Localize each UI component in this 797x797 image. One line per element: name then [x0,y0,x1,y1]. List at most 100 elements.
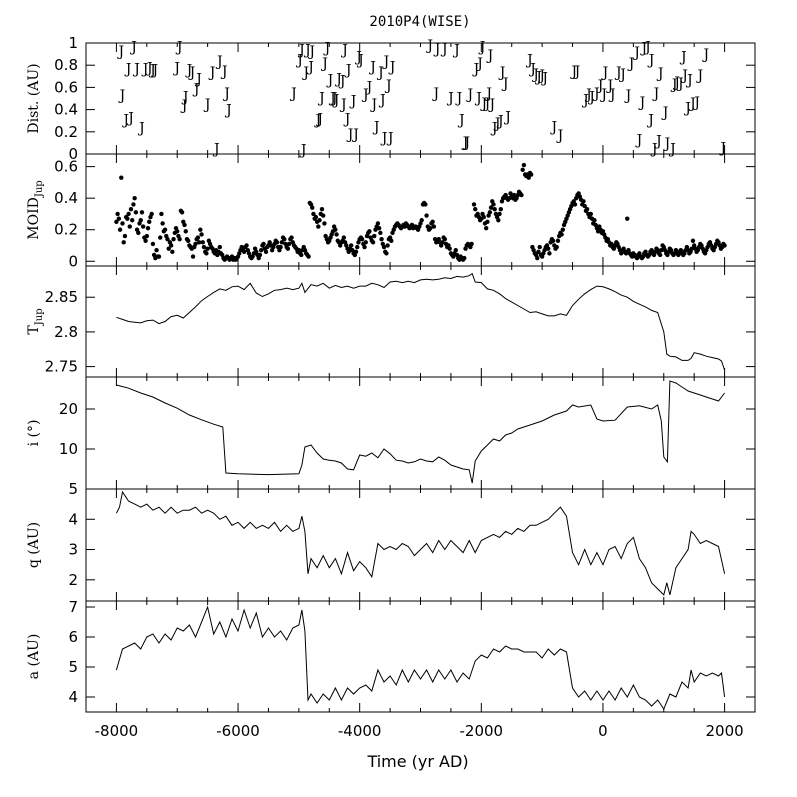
moid-point [299,252,304,258]
moid-point [498,207,503,212]
moid-point [348,243,354,248]
x-axis-label: Time (yr AD) [366,752,468,771]
jupiter-encounter-marker: J [317,90,325,106]
jupiter-encounter-marker: J [343,111,351,127]
y-tick-label: 7 [68,598,78,616]
x-tick-label: -4000 [338,722,382,740]
moid-point [481,214,486,220]
moid-point [165,236,170,242]
moid-point [592,218,597,223]
tisserand-series-line [116,272,726,371]
moid-point [149,211,154,217]
jupiter-encounter-marker: J [643,39,651,55]
moid-point [175,229,180,234]
panel-semimajor: 4 5 6 7 a (AU) -8000 -6000 -4000 -2000 0 2000 [26,598,756,740]
moid-point [257,252,263,258]
jupiter-encounter-marker: J [624,88,632,104]
moid-point [520,167,525,172]
y-tick-label: 10 [59,440,78,458]
jupiter-encounter-marker: J [297,43,305,59]
moid-point [423,202,428,207]
moid-point [334,232,339,237]
jupiter-encounter-marker: J [132,62,140,78]
jupiter-encounter-marker: J [301,65,309,81]
moid-point [440,240,445,245]
moid-point [559,232,564,237]
jupiter-encounter-marker: J [534,69,542,85]
moid-point [659,248,664,253]
moid-point [379,236,384,242]
y-tick-label: 0.2 [54,221,78,239]
moid-point [132,195,137,201]
jupiter-encounter-marker: J [493,116,501,132]
jupiter-encounter-marker: J [584,87,592,103]
moid-point [306,254,311,259]
moid-point [370,240,376,245]
x-tick-label: -6000 [216,722,260,740]
jupiter-encounter-marker: J [537,68,545,84]
moid-point [355,244,360,250]
moid-point [488,205,494,210]
jupiter-encounter-marker: J [289,86,297,102]
moid-point [378,230,383,236]
jupiter-encounter-marker: J [639,40,647,56]
jupiter-encounter-marker: J [323,40,331,56]
moid-point [419,218,424,223]
jupiter-encounter-marker: J [478,39,486,55]
moid-point [462,255,467,261]
moid-point [376,225,382,231]
y-tick-label: 2.75 [45,358,78,376]
jupiter-encounter-marker: J [388,59,396,75]
jupiter-encounter-marker: J [180,98,188,114]
moid-point [258,248,264,253]
moid-point [581,199,586,204]
jupiter-encounter-marker: J [386,130,394,146]
jupiter-encounter-marker: J [380,130,388,146]
jupiter-encounter-marker: J [688,96,696,112]
moid-point [341,235,347,240]
jupiter-encounter-marker: J [384,78,392,94]
moid-point [199,232,204,237]
jupiter-encounter-marker: J [141,62,149,78]
jupiter-encounter-marker: J [440,42,448,58]
jupiter-encounter-marker: J [452,43,460,59]
jupiter-encounter-marker: J [719,140,727,156]
jupiter-encounter-marker: J [483,96,491,112]
moid-point [179,210,185,215]
perihelion-series-line [115,490,726,596]
jupiter-encounter-marker: J [573,64,581,80]
jupiter-encounter-marker: J [692,95,700,111]
moid-point [428,225,433,231]
moid-point [511,192,517,198]
moid-point [363,240,368,245]
moid-point [722,243,727,248]
y-tick-label: 20 [59,400,78,418]
jupiter-encounter-marker: J [121,113,129,129]
jupiter-encounter-marker: J [315,111,323,127]
moid-point [278,244,283,250]
moid-point [497,211,502,217]
jupiter-encounter-marker: J [592,86,600,102]
moid-point [183,229,188,234]
jupiter-encounter-marker: J [368,59,376,75]
jupiter-encounter-marker: J [307,44,315,60]
moid-point [177,236,182,242]
jupiter-encounter-marker: J [549,119,557,135]
jupiter-encounter-marker: J [463,135,471,151]
jupiter-encounter-marker: J [145,60,153,76]
y-tick-label: 2.85 [45,288,78,306]
jupiter-encounter-marker: J [303,43,311,59]
jupiter-encounter-marker: J [124,62,132,78]
moid-point [333,227,338,232]
jupiter-encounter-marker: J [679,49,687,65]
y-tick-label: 1 [68,34,78,52]
moid-point [584,207,590,212]
moid-point [537,244,542,250]
x-tick-label: 0 [598,722,608,740]
moid-point [657,252,663,258]
moid-point [196,240,202,245]
moid-point [200,240,205,245]
moid-point [453,248,458,253]
